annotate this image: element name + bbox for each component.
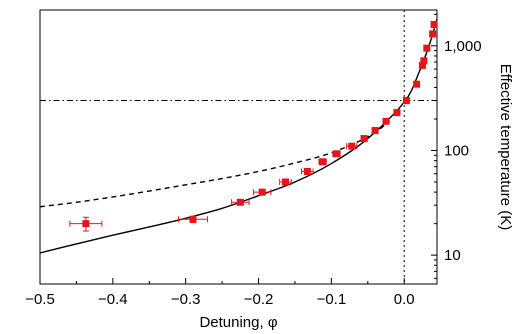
data-point xyxy=(371,127,379,135)
data-point xyxy=(177,215,209,224)
data-point xyxy=(429,30,437,38)
data-point xyxy=(402,97,410,105)
data-point xyxy=(413,80,421,88)
data-point xyxy=(69,216,103,232)
y-tick-label: 100 xyxy=(444,142,469,159)
data-point-marker xyxy=(413,80,421,88)
data-point xyxy=(279,178,292,186)
data-point-marker xyxy=(418,61,426,69)
data-point-marker xyxy=(371,127,379,135)
data-point-marker xyxy=(430,20,438,28)
data-point xyxy=(360,135,368,143)
data-point-marker xyxy=(82,220,90,228)
data-point-marker xyxy=(189,215,197,223)
data-point xyxy=(382,117,390,125)
data-point-marker xyxy=(382,117,390,125)
x-axis: −0.5 −0.4 −0.3 −0.2 −0.1 0.0 xyxy=(25,278,415,308)
data-point-marker xyxy=(332,150,340,158)
data-point xyxy=(318,158,327,166)
plot-frame xyxy=(39,9,438,285)
data-point-marker xyxy=(402,97,410,105)
data-point xyxy=(346,142,358,150)
data-point xyxy=(332,150,341,158)
data-point xyxy=(393,109,401,117)
data-point-marker xyxy=(393,109,401,117)
x-tick-label: −0.3 xyxy=(171,291,201,308)
data-point-marker xyxy=(303,167,311,175)
x-tick-label: −0.2 xyxy=(244,291,274,308)
x-tick-label: −0.4 xyxy=(98,291,128,308)
solid-model-curve xyxy=(40,18,437,254)
y-tick-label: 1,000 xyxy=(444,38,482,55)
data-point-marker xyxy=(429,30,437,38)
y-tick-label: 10 xyxy=(444,247,461,264)
data-point-marker xyxy=(236,198,244,206)
data-point xyxy=(420,57,428,65)
x-tick-label: −0.1 xyxy=(317,291,347,308)
reference-lines xyxy=(40,10,437,284)
data-point xyxy=(301,167,314,175)
data-point xyxy=(423,44,431,52)
data-points xyxy=(69,20,438,232)
dashed-model-curve xyxy=(40,120,391,208)
data-point-marker xyxy=(258,188,266,196)
y-axis-title: Effective temperature (K) xyxy=(497,64,514,230)
model-curves xyxy=(40,18,437,254)
data-point-marker xyxy=(281,178,289,186)
data-point-marker xyxy=(420,57,428,65)
x-tick-label: 0.0 xyxy=(394,291,415,308)
y-axis: 10 100 1,000 xyxy=(431,13,482,279)
data-point xyxy=(252,188,272,196)
data-point-marker xyxy=(423,44,431,52)
x-axis-title: Detuning, φ xyxy=(199,314,277,331)
data-point-marker xyxy=(348,142,356,150)
data-point xyxy=(231,198,250,206)
plot-border xyxy=(39,9,438,285)
data-point-marker xyxy=(360,135,368,143)
data-point-marker xyxy=(319,158,327,166)
x-tick-label: −0.5 xyxy=(25,291,55,308)
data-point xyxy=(430,20,438,28)
